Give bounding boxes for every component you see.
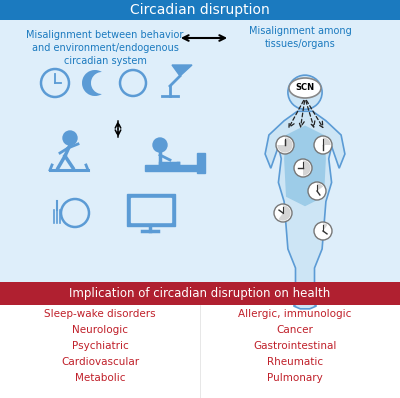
Text: Gastrointestinal: Gastrointestinal <box>253 341 337 351</box>
FancyBboxPatch shape <box>0 20 400 282</box>
Circle shape <box>308 182 326 200</box>
Text: Circadian disruption: Circadian disruption <box>130 3 270 17</box>
Text: Implication of circadian disruption on health: Implication of circadian disruption on h… <box>69 287 331 300</box>
Ellipse shape <box>289 78 321 98</box>
Polygon shape <box>284 125 326 206</box>
Text: Psychiatric: Psychiatric <box>72 341 128 351</box>
FancyBboxPatch shape <box>197 153 205 173</box>
FancyBboxPatch shape <box>0 282 400 305</box>
Text: Pulmonary: Pulmonary <box>267 373 323 383</box>
Text: Neurologic: Neurologic <box>72 325 128 335</box>
Wedge shape <box>82 70 105 96</box>
Circle shape <box>288 75 322 109</box>
Text: Cancer: Cancer <box>276 325 314 335</box>
Circle shape <box>153 138 167 152</box>
Text: Sleep-wake disorders: Sleep-wake disorders <box>44 309 156 319</box>
Polygon shape <box>265 111 345 309</box>
Circle shape <box>274 204 292 222</box>
Text: SCN: SCN <box>296 84 314 92</box>
FancyBboxPatch shape <box>0 282 400 398</box>
FancyBboxPatch shape <box>145 165 200 171</box>
Circle shape <box>314 222 332 240</box>
Wedge shape <box>323 223 328 231</box>
Polygon shape <box>172 65 192 76</box>
Circle shape <box>63 131 77 145</box>
Circle shape <box>314 136 332 154</box>
Text: Allergic, immunologic: Allergic, immunologic <box>238 309 352 319</box>
Text: Misalignment among
tissues/organs: Misalignment among tissues/organs <box>249 26 351 49</box>
Wedge shape <box>303 160 311 176</box>
Circle shape <box>294 159 312 177</box>
Circle shape <box>276 136 294 154</box>
Wedge shape <box>317 183 323 191</box>
FancyBboxPatch shape <box>127 194 175 226</box>
Text: Metabolic: Metabolic <box>75 373 125 383</box>
Wedge shape <box>278 205 291 220</box>
FancyBboxPatch shape <box>0 0 400 20</box>
Wedge shape <box>277 137 293 153</box>
FancyBboxPatch shape <box>131 198 171 222</box>
Wedge shape <box>91 72 112 94</box>
Text: Cardiovascular: Cardiovascular <box>61 357 139 367</box>
Wedge shape <box>323 137 331 145</box>
Text: Rheumatic: Rheumatic <box>267 357 323 367</box>
Text: Misalignment between behavior
and environment/endogenous
circadian system: Misalignment between behavior and enviro… <box>26 30 184 66</box>
